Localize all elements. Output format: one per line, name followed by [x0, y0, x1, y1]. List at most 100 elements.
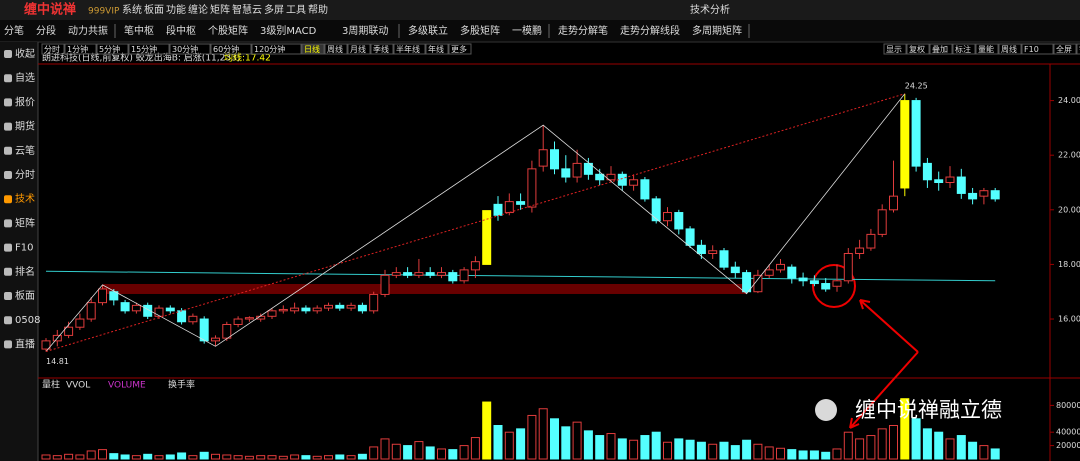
period-tab[interactable] [324, 43, 348, 55]
tool-button[interactable]: 一模鹏 [512, 24, 542, 37]
volume-bar [109, 453, 119, 460]
view-label[interactable]: 复权 [909, 44, 925, 54]
sidebar-icon[interactable] [4, 171, 12, 179]
period-tab[interactable] [169, 43, 211, 55]
tool-button[interactable]: 分段 [36, 24, 56, 37]
sidebar-icon[interactable] [4, 195, 12, 204]
tool-button[interactable]: 动力共振 [68, 24, 108, 37]
volume-bar [764, 446, 774, 460]
tool-button[interactable]: 3级别MACD [260, 25, 317, 37]
period-tab[interactable] [393, 43, 426, 55]
tool-button[interactable]: 走势分解线段 [620, 24, 680, 37]
period-label[interactable]: 15分钟 [131, 44, 157, 54]
sidebar-item[interactable]: 板面 [15, 289, 35, 302]
period-label[interactable]: 周线 [327, 44, 343, 54]
view-button[interactable] [883, 43, 907, 55]
sidebar-icon[interactable] [4, 267, 12, 276]
tool-button[interactable]: 分笔 [4, 24, 24, 37]
view-button[interactable] [952, 43, 976, 55]
tool-button[interactable]: 多周期矩阵 [692, 24, 742, 37]
tool-button[interactable]: 走势分解笔 [558, 24, 608, 37]
period-tab[interactable] [370, 43, 394, 55]
period-label[interactable]: 5分钟 [99, 44, 120, 54]
tool-button[interactable]: 笔中枢 [124, 24, 154, 37]
view-label[interactable]: 标注 [955, 44, 971, 54]
sidebar-item[interactable]: 报价 [15, 95, 35, 108]
period-label[interactable]: 月线 [350, 44, 366, 54]
period-label[interactable]: 60分钟 [213, 44, 239, 54]
sidebar-item[interactable]: 直播 [15, 337, 35, 350]
menu-item[interactable]: 板面 [144, 3, 164, 16]
period-tab[interactable] [448, 43, 472, 55]
tool-button[interactable]: 多股矩阵 [460, 24, 500, 37]
period-tab[interactable] [425, 43, 449, 55]
sidebar-icon[interactable] [4, 292, 12, 300]
menu-item[interactable]: 功能 [166, 3, 186, 16]
sidebar-item[interactable]: 自选 [15, 71, 35, 84]
sidebar-item[interactable]: 分时 [15, 169, 35, 181]
view-button[interactable] [906, 43, 930, 55]
period-tab[interactable] [41, 43, 65, 55]
period-label[interactable]: 30分钟 [172, 44, 198, 54]
period-label[interactable]: 半年线 [396, 44, 420, 54]
sidebar-item[interactable]: 期货 [15, 120, 35, 133]
period-label[interactable]: 更多 [451, 44, 467, 54]
view-button[interactable] [1053, 43, 1077, 55]
sidebar-icon[interactable] [4, 146, 12, 155]
candle-body [798, 277, 808, 282]
menu-item[interactable]: 缠论 [188, 3, 208, 16]
view-button[interactable] [1076, 43, 1080, 55]
menu-item[interactable]: 矩阵 [210, 3, 230, 16]
view-label[interactable]: 叠加 [932, 44, 948, 54]
sidebar-item[interactable]: F10 [15, 243, 33, 254]
menu-item[interactable]: 工具 [286, 4, 306, 16]
view-label[interactable]: F10 [1024, 45, 1039, 54]
period-tab[interactable] [64, 43, 97, 55]
period-label[interactable]: 分时 [44, 44, 60, 54]
sidebar-icon[interactable] [4, 243, 12, 252]
menu-item[interactable]: 智慧云 [232, 3, 262, 16]
tool-button[interactable]: 3周期联动 [342, 25, 388, 37]
period-label[interactable]: 年线 [428, 44, 444, 54]
period-tab[interactable] [251, 43, 302, 55]
sidebar-icon[interactable] [4, 316, 12, 325]
sidebar-icon[interactable] [4, 122, 12, 131]
tool-button[interactable]: 段中枢 [166, 24, 196, 37]
menu-item[interactable]: 帮助 [308, 3, 328, 16]
view-button[interactable] [998, 43, 1022, 55]
view-button[interactable] [929, 43, 953, 55]
sidebar-icon[interactable] [4, 98, 12, 107]
sidebar-item[interactable]: 排名 [15, 265, 35, 278]
sidebar-item[interactable]: 矩阵 [15, 216, 35, 229]
volume-bar [414, 441, 424, 460]
sidebar-item[interactable]: 技术 [15, 192, 35, 205]
view-label[interactable]: 周线 [1001, 44, 1017, 54]
menu-item[interactable]: 多屏 [264, 3, 284, 16]
period-tab[interactable] [347, 43, 371, 55]
sidebar-icon[interactable] [4, 50, 12, 58]
sidebar-item[interactable]: 云笔 [15, 144, 35, 157]
view-label[interactable]: 量能 [978, 44, 994, 54]
sidebar-icon[interactable] [4, 219, 12, 228]
view-label[interactable]: 全屏 [1056, 44, 1072, 54]
volume-bar [470, 437, 480, 460]
period-tab[interactable] [96, 43, 129, 55]
view-button[interactable] [975, 43, 999, 55]
sidebar-icon[interactable] [4, 340, 12, 349]
menu-item[interactable]: 系统 [122, 3, 142, 16]
period-tab[interactable] [301, 43, 325, 55]
period-label[interactable]: 1分钟 [67, 44, 88, 54]
period-tab[interactable] [210, 43, 252, 55]
period-tab[interactable] [128, 43, 170, 55]
sidebar-item[interactable]: 收起 [15, 47, 35, 60]
period-label[interactable]: 季线 [373, 44, 389, 54]
sidebar-icon[interactable] [4, 74, 12, 83]
period-label[interactable]: 日线 [304, 44, 320, 54]
sidebar-item[interactable]: 0508 [15, 315, 40, 326]
tool-button[interactable]: 个股矩阵 [208, 24, 248, 37]
tool-button[interactable]: 多级联立 [408, 24, 448, 37]
period-label[interactable]: 120分钟 [254, 44, 285, 54]
volume-bar [934, 431, 944, 460]
view-button[interactable] [1021, 43, 1054, 55]
view-label[interactable]: 显示 [886, 45, 902, 54]
